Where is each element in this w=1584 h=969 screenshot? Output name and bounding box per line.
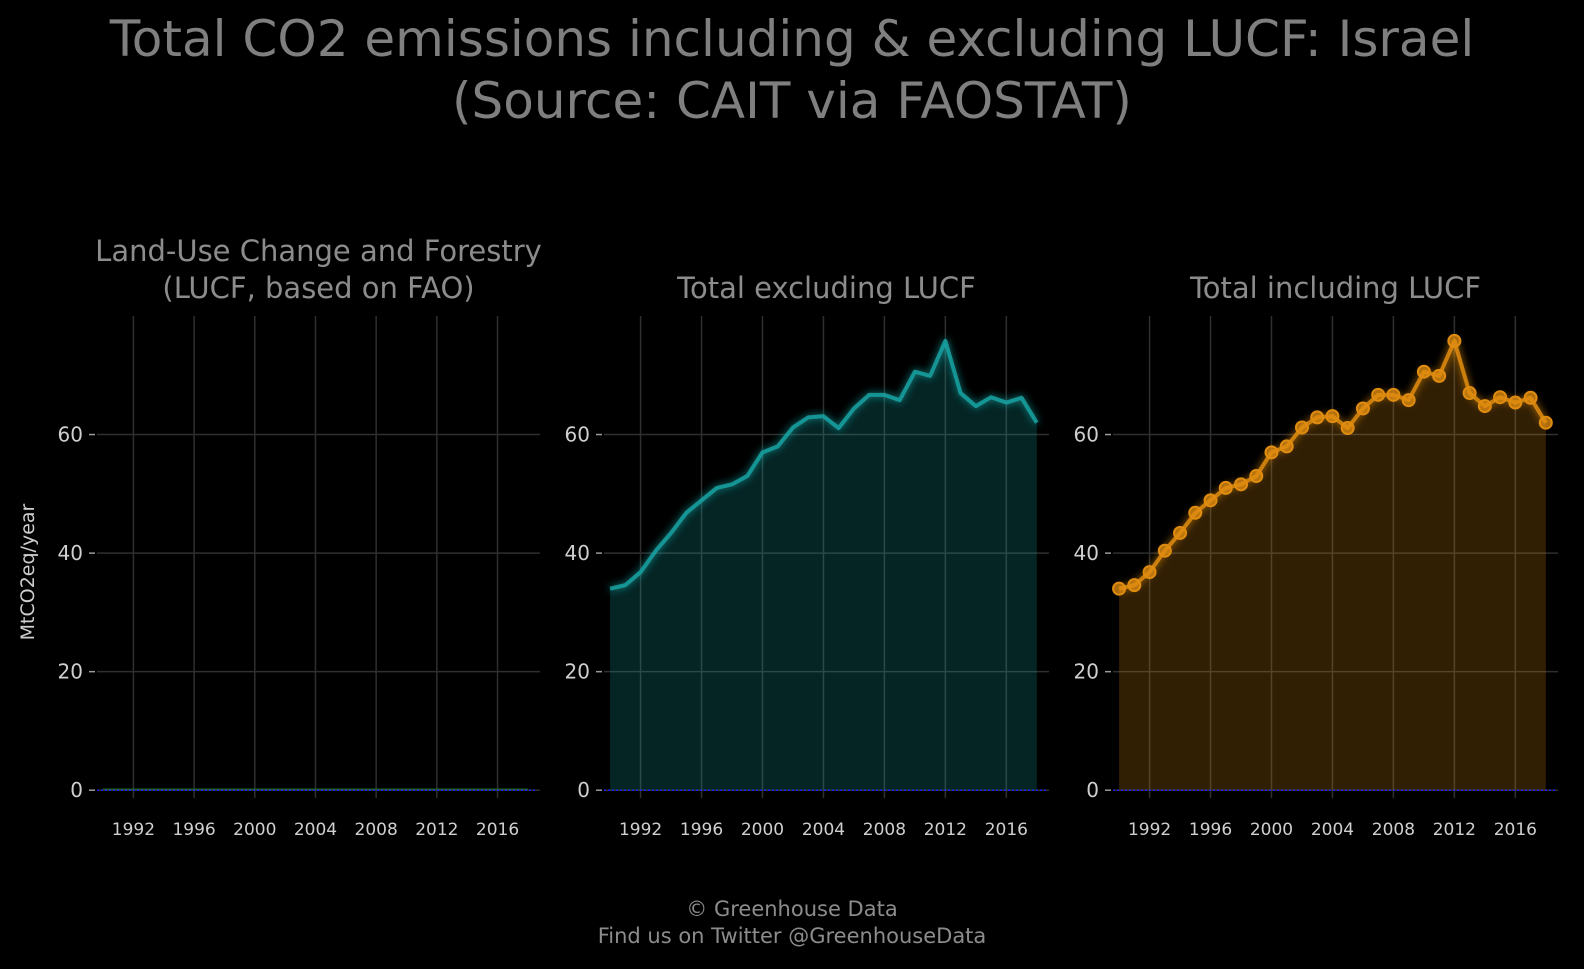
x-tick-label: 2008 (1372, 820, 1415, 840)
data-point (1142, 565, 1157, 580)
x-tick-label: 2016 (476, 820, 519, 840)
x-tick-label: 1992 (1128, 820, 1171, 840)
data-point (1386, 387, 1401, 402)
panel-3: 1992 1996 2000 2004 2008 2012 2016 0 20 40 60 Total… (1074, 271, 1558, 840)
data-point (1188, 505, 1203, 520)
x-tick-label: 1992 (619, 820, 662, 840)
footer: © Greenhouse Data Find us on Twitter @Gr… (0, 896, 1584, 950)
y-tick-label: 60 (58, 423, 83, 447)
x-tick-label: 1996 (172, 820, 215, 840)
data-point (1127, 578, 1142, 593)
series-area (610, 340, 1037, 791)
data-point (1173, 525, 1188, 540)
chart-title: Total CO2 emissions including & excludin… (0, 8, 1584, 132)
data-point (1493, 390, 1508, 405)
data-point (1279, 439, 1294, 454)
x-tick-label: 2004 (802, 820, 845, 840)
data-point (1203, 493, 1218, 508)
footer-twitter: Find us on Twitter @GreenhouseData (597, 924, 987, 948)
data-point (1462, 386, 1477, 401)
data-point (1523, 390, 1538, 405)
x-tick-label: 2004 (294, 820, 337, 840)
data-point (1294, 420, 1309, 435)
data-point (1112, 581, 1127, 596)
panel-2: 1992 1996 2000 2004 2008 2012 2016 0 20 40 60 Total… (565, 271, 1049, 840)
y-tick-label: 60 (565, 423, 590, 447)
data-point (1340, 421, 1355, 436)
x-tick-label: 1992 (112, 820, 155, 840)
x-tick-label: 2000 (741, 820, 784, 840)
x-tick-label: 2012 (924, 820, 967, 840)
x-tick-label: 2000 (233, 820, 276, 840)
x-tick-label: 2004 (1311, 820, 1354, 840)
x-tick-label: 2008 (355, 820, 398, 840)
data-point (1477, 399, 1492, 414)
series-line (609, 338, 1039, 591)
data-point (1538, 415, 1553, 430)
y-tick-label: 20 (1074, 660, 1099, 684)
data-point (1157, 543, 1172, 558)
x-tick-label: 2016 (985, 820, 1028, 840)
panel-title: (LUCF, based on FAO) (162, 271, 474, 305)
series-area (1119, 340, 1546, 791)
y-tick-label: 40 (565, 541, 590, 565)
y-tick-label: 0 (70, 778, 83, 802)
data-point (1416, 364, 1431, 379)
data-point (1218, 480, 1233, 495)
panel-title: Total excluding LUCF (676, 271, 976, 305)
chart-title-line2: (Source: CAIT via FAOSTAT) (452, 72, 1132, 130)
x-tick-label: 2008 (863, 820, 906, 840)
panel-title: Total including LUCF (1189, 271, 1481, 305)
data-point (1325, 409, 1340, 424)
data-point (1401, 393, 1416, 408)
x-tick-label: 2012 (1433, 820, 1476, 840)
x-tick-label: 1996 (680, 820, 723, 840)
x-tick-label: 2012 (415, 820, 458, 840)
y-axis-label: MtCO2eq/year (17, 503, 39, 640)
data-point (1371, 387, 1386, 402)
x-tick-label: 2016 (1494, 820, 1537, 840)
x-tick-label: 2000 (1250, 820, 1293, 840)
y-tick-label: 40 (1074, 541, 1099, 565)
data-point (1432, 368, 1447, 383)
y-tick-label: 20 (58, 660, 83, 684)
y-tick-label: 0 (1086, 778, 1099, 802)
y-tick-label: 40 (58, 541, 83, 565)
data-point (1508, 395, 1523, 410)
chart-title-line1: Total CO2 emissions including & excludin… (109, 10, 1475, 68)
panel-title: Land-Use Change and Forestry (95, 234, 542, 268)
data-point (1249, 469, 1264, 484)
data-point (1355, 401, 1370, 416)
data-point (1264, 445, 1279, 460)
x-tick-label: 1996 (1189, 820, 1232, 840)
footer-copyright: © Greenhouse Data (686, 897, 898, 921)
data-point (1234, 477, 1249, 492)
data-point (1447, 333, 1462, 348)
y-tick-label: 60 (1074, 423, 1099, 447)
panel-1: 1992 1996 2000 2004 2008 2012 2016 0 20 40 60 Land-… (17, 234, 542, 840)
data-point (1310, 410, 1325, 425)
y-tick-label: 20 (565, 660, 590, 684)
y-tick-label: 0 (577, 778, 590, 802)
